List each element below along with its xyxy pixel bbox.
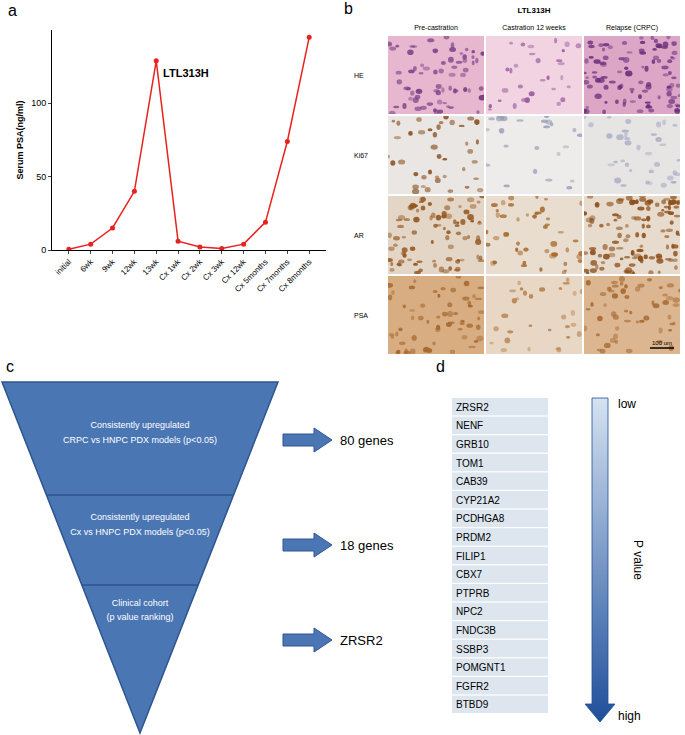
svg-text:PCDHGA8: PCDHGA8 bbox=[456, 513, 505, 524]
svg-text:ZRSR2: ZRSR2 bbox=[340, 633, 383, 648]
svg-text:FILIP1: FILIP1 bbox=[456, 551, 486, 562]
svg-text:CBX7: CBX7 bbox=[456, 569, 483, 580]
svg-text:Pre-castration: Pre-castration bbox=[414, 24, 458, 31]
svg-text:PTPRB: PTPRB bbox=[456, 588, 490, 599]
svg-text:LTL313H: LTL313H bbox=[517, 6, 550, 15]
svg-text:HE: HE bbox=[354, 72, 364, 79]
svg-text:ZRSR2: ZRSR2 bbox=[456, 402, 489, 413]
svg-text:Castration 12 weeks: Castration 12 weeks bbox=[502, 24, 566, 31]
svg-text:CRPC vs HNPC PDX models (p<0.0: CRPC vs HNPC PDX models (p<0.05) bbox=[63, 435, 217, 445]
svg-text:Cx 12wk: Cx 12wk bbox=[220, 257, 249, 286]
svg-text:PRDM2: PRDM2 bbox=[456, 532, 491, 543]
svg-text:Cx 7months: Cx 7months bbox=[255, 257, 292, 294]
svg-text:6wk: 6wk bbox=[78, 257, 95, 274]
svg-text:FGFR2: FGFR2 bbox=[456, 681, 489, 692]
svg-text:Cx 3wk: Cx 3wk bbox=[201, 257, 227, 283]
svg-text:Cx 2wk: Cx 2wk bbox=[179, 257, 205, 283]
svg-text:CYP21A2: CYP21A2 bbox=[456, 495, 500, 506]
svg-text:100 um: 100 um bbox=[652, 340, 672, 346]
svg-text:Relapse (CRPC): Relapse (CRPC) bbox=[606, 24, 658, 32]
svg-text:Cx 8months: Cx 8months bbox=[277, 257, 314, 294]
svg-text:Cx 1wk: Cx 1wk bbox=[157, 257, 183, 283]
svg-text:Serum PSA(ng/ml): Serum PSA(ng/ml) bbox=[15, 100, 25, 179]
svg-text:low: low bbox=[618, 397, 636, 411]
svg-text:Consistently upregulated: Consistently upregulated bbox=[90, 512, 189, 522]
svg-text:TOM1: TOM1 bbox=[456, 458, 484, 469]
svg-text:b: b bbox=[344, 0, 353, 17]
svg-text:100: 100 bbox=[31, 98, 46, 108]
svg-text:FNDC3B: FNDC3B bbox=[456, 625, 496, 636]
svg-text:P value: P value bbox=[631, 540, 645, 580]
svg-text:GRB10: GRB10 bbox=[456, 439, 489, 450]
svg-text:Clinical cohort: Clinical cohort bbox=[112, 598, 169, 608]
svg-text:d: d bbox=[436, 358, 445, 375]
svg-text:LTL313H: LTL313H bbox=[163, 67, 209, 79]
svg-text:NPC2: NPC2 bbox=[456, 606, 483, 617]
svg-text:BTBD9: BTBD9 bbox=[456, 699, 489, 710]
svg-text:9wk: 9wk bbox=[100, 257, 117, 274]
svg-text:c: c bbox=[6, 358, 14, 375]
svg-text:50: 50 bbox=[36, 172, 46, 182]
svg-text:a: a bbox=[8, 2, 17, 19]
svg-text:initial: initial bbox=[54, 257, 73, 276]
svg-text:Cx vs HNPC PDX models (p<0.05): Cx vs HNPC PDX models (p<0.05) bbox=[70, 527, 209, 537]
svg-text:Cx 5months: Cx 5months bbox=[233, 257, 270, 294]
svg-text:Ki67: Ki67 bbox=[354, 152, 368, 159]
svg-text:CAB39: CAB39 bbox=[456, 476, 488, 487]
svg-text:PSA: PSA bbox=[354, 312, 368, 319]
svg-text:high: high bbox=[618, 709, 641, 723]
svg-text:(p value ranking): (p value ranking) bbox=[106, 612, 173, 622]
svg-text:AR: AR bbox=[354, 232, 364, 239]
svg-text:18 genes: 18 genes bbox=[340, 538, 394, 553]
svg-text:Consistently upregulated: Consistently upregulated bbox=[90, 420, 189, 430]
svg-text:0: 0 bbox=[41, 245, 46, 255]
svg-text:SSBP3: SSBP3 bbox=[456, 644, 489, 655]
svg-text:12wk: 12wk bbox=[119, 257, 139, 277]
svg-text:80 genes: 80 genes bbox=[340, 433, 394, 448]
svg-text:NENF: NENF bbox=[456, 420, 483, 431]
svg-text:13wk: 13wk bbox=[141, 257, 161, 277]
svg-text:POMGNT1: POMGNT1 bbox=[456, 662, 506, 673]
